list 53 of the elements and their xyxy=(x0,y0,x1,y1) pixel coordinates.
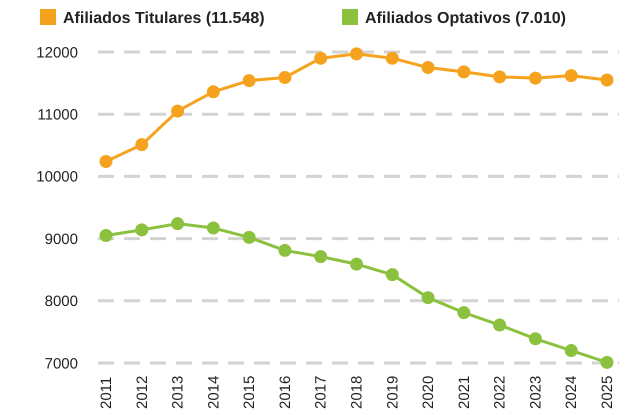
point xyxy=(242,230,256,244)
x-tick-label: 2017 xyxy=(312,376,330,409)
point xyxy=(493,318,506,332)
point xyxy=(422,291,435,304)
point xyxy=(350,47,363,60)
point xyxy=(100,154,112,168)
point xyxy=(457,65,470,78)
x-tick-label: 2025 xyxy=(599,376,616,409)
x-tick-label: 2018 xyxy=(348,376,366,409)
point xyxy=(135,138,148,152)
x-tick-label: 2013 xyxy=(170,376,187,409)
x-tick-label: 2019 xyxy=(384,376,402,409)
point xyxy=(135,223,148,236)
point xyxy=(600,73,614,86)
point xyxy=(386,52,399,65)
point xyxy=(206,222,220,235)
y-tick-label: 11000 xyxy=(37,106,78,124)
point xyxy=(528,72,542,85)
point xyxy=(171,104,184,118)
y-tick-label: 8000 xyxy=(44,293,78,310)
point xyxy=(278,244,292,257)
y-tick-label: 9000 xyxy=(44,230,78,248)
point xyxy=(564,344,578,358)
point xyxy=(314,52,328,65)
point xyxy=(386,268,399,282)
x-tick-label: 2014 xyxy=(205,376,222,409)
x-tick-label: 2021 xyxy=(456,376,473,409)
point xyxy=(171,217,184,230)
point xyxy=(100,228,112,242)
y-tick-label: 7000 xyxy=(44,355,78,372)
point xyxy=(206,85,220,98)
x-tick-label: 2016 xyxy=(276,376,294,409)
legend-label: Afiliados Titulares (11.548) xyxy=(63,10,265,27)
y-tick-label: 10000 xyxy=(36,168,78,186)
x-tick-label: 2020 xyxy=(420,376,438,409)
point xyxy=(493,70,506,84)
point xyxy=(600,356,614,369)
x-tick-label: 2011 xyxy=(98,376,115,409)
point xyxy=(457,306,470,320)
x-tick-label: 2023 xyxy=(527,376,544,409)
point xyxy=(422,61,435,74)
x-tick-label: 2022 xyxy=(492,376,509,409)
point xyxy=(242,74,256,88)
point xyxy=(314,250,328,264)
x-tick-label: 2024 xyxy=(563,376,580,409)
point xyxy=(564,69,578,82)
point xyxy=(350,258,363,271)
x-tick-label: 2015 xyxy=(241,376,258,409)
point xyxy=(278,71,292,84)
x-tick-label: 2012 xyxy=(134,376,151,409)
y-tick-label: 12000 xyxy=(36,44,78,62)
point xyxy=(528,332,542,346)
legend-label: Afiliados Optativos (7.010) xyxy=(365,10,566,27)
